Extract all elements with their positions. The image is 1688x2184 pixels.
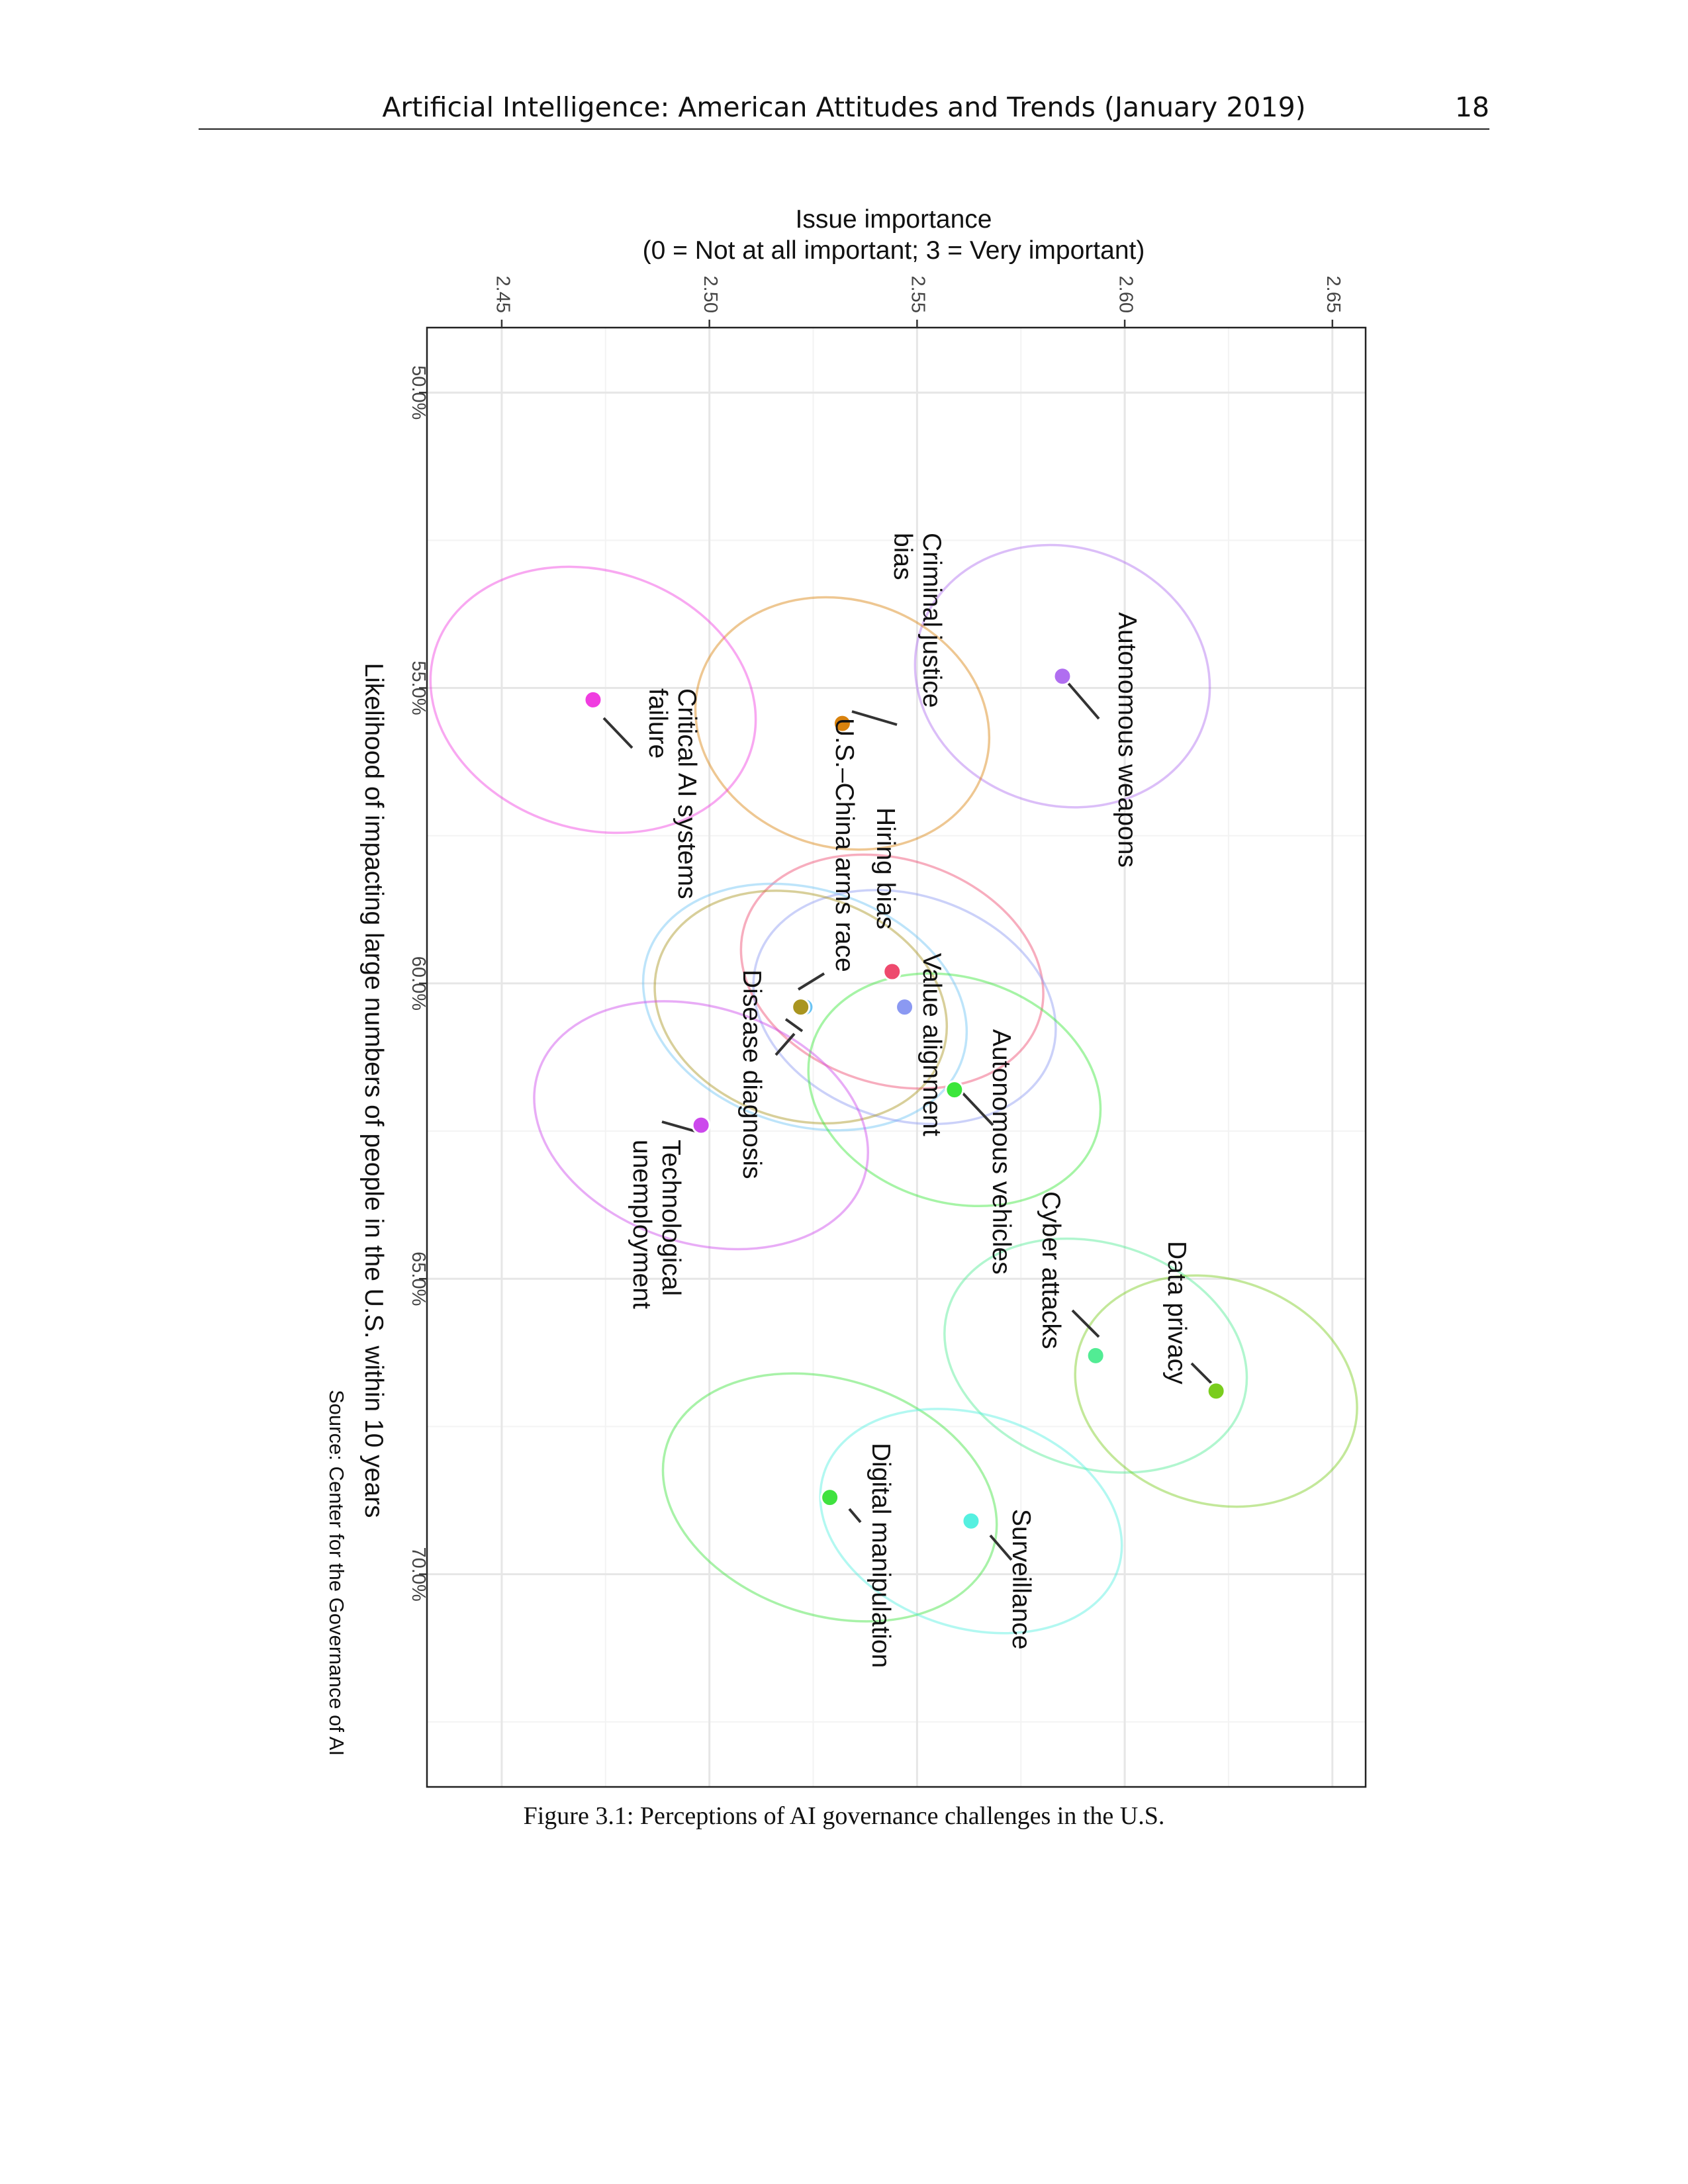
leader-line-value-alignment <box>774 1032 796 1056</box>
plot-background <box>427 328 1366 1787</box>
point-label-surveillance: Surveillance <box>1007 1509 1035 1649</box>
point-cyber-attacks <box>1086 1345 1105 1365</box>
point-label-autonomous-vehicles: Autonomous vehicles <box>987 1029 1015 1275</box>
point-value-alignment <box>895 997 915 1017</box>
point-hiring-bias <box>882 962 902 981</box>
grid-layer <box>427 328 1366 1787</box>
confidence-ellipse-disease-diagnosis <box>653 889 949 1125</box>
y-tick-label: 2.60 <box>1115 276 1136 313</box>
confidence-ellipse-critical-ai-systems-failure <box>429 565 757 835</box>
leader-line-u-s-china-arms-race <box>797 972 825 991</box>
point-label-digital-manipulation: Digital manipulation <box>867 1443 895 1668</box>
leader-line-autonomous-vehicles <box>957 1087 994 1126</box>
confidence-ellipse-u-s-china-arms-race <box>641 882 968 1132</box>
point-data-privacy <box>1206 1381 1226 1401</box>
x-axis-title: Likelihood of impacting large numbers of… <box>359 662 388 1518</box>
point-disease-diagnosis <box>791 997 811 1017</box>
point-criminal-justice-bias <box>832 713 852 733</box>
confidence-ellipse-hiring-bias <box>739 853 1045 1090</box>
point-autonomous-vehicles <box>945 1080 964 1100</box>
point-label-value-alignment: Value alignment <box>917 953 946 1136</box>
chart-source: Source: Center for the Governance of AI <box>325 1390 348 1756</box>
point-label-criminal-justice-bias: Criminal justice <box>917 533 946 707</box>
x-tick-label: 65.0% <box>408 1251 429 1306</box>
leader-line-autonomous-weapons <box>1064 679 1100 720</box>
point-label-data-privacy: Data privacy <box>1162 1241 1191 1385</box>
leader-line-critical-ai-systems-failure <box>602 717 633 749</box>
point-label-critical-ai-systems-failure: failure <box>643 688 672 758</box>
point-label-criminal-justice-bias: bias <box>888 533 917 580</box>
point-digital-manipulation <box>820 1488 840 1508</box>
y-axis-title-line-2: (0 = Not at all important; 3 = Very impo… <box>643 236 1145 265</box>
confidence-ellipse-data-privacy <box>1074 1274 1358 1508</box>
x-tick-label: 70.0% <box>408 1547 429 1602</box>
point-label-cyber-attacks: Cyber attacks <box>1037 1191 1065 1349</box>
y-tick-label: 2.50 <box>700 276 721 313</box>
point-technological-unemployment <box>691 1115 711 1135</box>
point-label-technological-unemployment: Technological <box>657 1140 685 1296</box>
plot-frame <box>426 326 1367 1788</box>
confidence-ellipse-digital-manipulation <box>661 1372 998 1623</box>
y-tick-label: 2.45 <box>492 276 513 313</box>
confidence-ellipse-value-alignment <box>752 889 1057 1126</box>
leader-line-disease-diagnosis <box>784 1018 804 1032</box>
x-tick-label: 60.0% <box>408 956 429 1011</box>
confidence-ellipse-autonomous-weapons <box>914 543 1211 809</box>
confidence-ellipse-technological-unemployment <box>533 1000 869 1251</box>
point-label-hiring-bias: Hiring bias <box>871 807 900 929</box>
page-number: 18 <box>1454 91 1489 123</box>
point-label-disease-diagnosis: Disease diagnosis <box>737 970 766 1179</box>
x-tick-label: 50.0% <box>408 365 429 420</box>
leader-line-surveillance <box>989 1534 1013 1561</box>
point-label-critical-ai-systems-failure: Critical AI systems <box>673 688 701 899</box>
x-tick-label: 55.0% <box>408 660 429 715</box>
point-label-technological-unemployment: unemployment <box>628 1140 656 1309</box>
confidence-ellipse-criminal-justice-bias <box>694 596 991 851</box>
confidence-ellipse-surveillance <box>819 1408 1123 1635</box>
leader-line-digital-manipulation <box>848 1508 862 1524</box>
page-header: Artificial Intelligence: American Attitu… <box>199 91 1489 130</box>
confidence-ellipse-cyber-attacks <box>943 1237 1248 1474</box>
leader-line-criminal-justice-bias <box>851 710 898 726</box>
confidence-ellipse-autonomous-vehicles <box>807 972 1102 1208</box>
y-tick-label: 2.65 <box>1323 276 1344 313</box>
data-points <box>583 666 1226 1531</box>
y-tick-label: 2.55 <box>908 276 929 313</box>
point-surveillance <box>961 1511 981 1531</box>
point-autonomous-weapons <box>1053 666 1072 686</box>
point-label-autonomous-weapons: Autonomous weapons <box>1113 612 1141 868</box>
point-label-u-s-china-arms-race: U.S.–China arms race <box>830 718 859 972</box>
axis-layer: 50.0% 55.0% 60.0% 65.0% 70.0% 2.45 2.50 2.55 2.6… <box>325 205 1344 1756</box>
leader-line-cyber-attacks <box>1071 1309 1100 1338</box>
y-axis-title-line-1: Issue importance <box>796 205 992 234</box>
confidence-ellipses <box>429 543 1358 1635</box>
running-header-title: Artificial Intelligence: American Attitu… <box>382 91 1306 123</box>
point-critical-ai-systems-failure <box>583 690 603 709</box>
figure-caption: Figure 3.1: Perceptions of AI governance… <box>523 1802 1165 1830</box>
